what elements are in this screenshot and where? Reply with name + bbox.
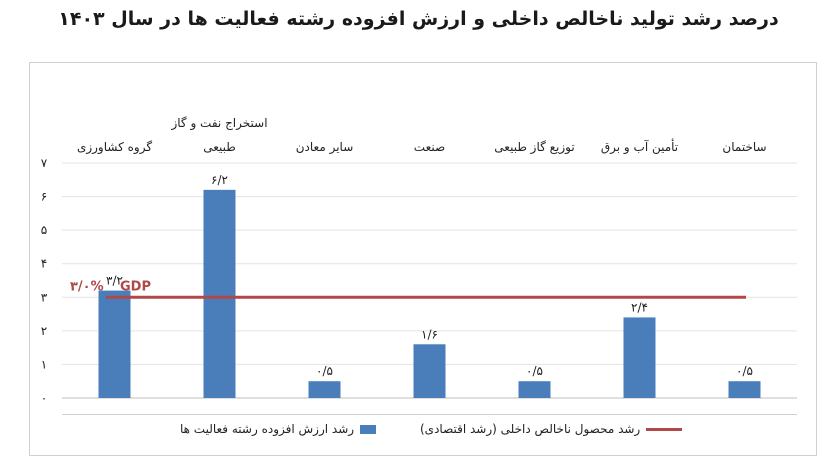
bar: [98, 290, 131, 398]
bar: [518, 381, 551, 398]
data-label: ۰/۵: [316, 364, 333, 378]
data-label: ۰/۵: [736, 364, 753, 378]
data-label: ۳/۲: [106, 274, 123, 288]
legend-item-value-added: رشد ارزش افزوده رشته فعالیت ها: [180, 422, 377, 436]
y-tick-label: ۲: [41, 324, 47, 338]
data-label: ۶/۲: [211, 173, 228, 187]
legend-swatch-value-added: [360, 424, 377, 434]
category-label: سایر معادن: [296, 140, 354, 155]
legend-swatch-gdp: [646, 427, 683, 431]
y-tick-label: ۷: [41, 156, 48, 170]
y-tick-label: ۳: [41, 290, 48, 304]
legend-divider: [62, 414, 797, 415]
bar: [413, 344, 446, 398]
gdp-reference-value: ۳/۰%: [70, 279, 104, 294]
legend-label-gdp: رشد محصول ناخالص داخلی (رشد اقتصادی): [420, 422, 641, 436]
y-tick-label: ۵: [41, 223, 47, 237]
bar: [728, 381, 761, 398]
data-label: ۱/۶: [421, 327, 438, 341]
bar: [203, 189, 236, 398]
category-label: طبیعی: [203, 140, 236, 154]
y-tick-label: ۴: [41, 257, 47, 271]
chart-frame: [29, 62, 817, 456]
chart-title: درصد رشد تولید ناخالص داخلی و ارزش افزود…: [58, 8, 779, 30]
bar: [623, 317, 656, 398]
gdp-reference-text: GDP: [120, 279, 151, 294]
category-label: استخراج نفت و گاز: [170, 116, 267, 131]
bar: [308, 381, 341, 398]
data-label: ۰/۵: [526, 364, 543, 378]
y-tick-label: ۶: [41, 190, 47, 204]
category-label: تأمین آب و برق: [601, 138, 678, 155]
y-tick-label: ۰: [41, 391, 47, 405]
legend-label-value-added: رشد ارزش افزوده رشته فعالیت ها: [180, 422, 355, 436]
legend-item-gdp: رشد محصول ناخالص داخلی (رشد اقتصادی): [420, 422, 683, 436]
category-label: صنعت: [414, 140, 445, 154]
y-tick-label: ۱: [41, 357, 47, 371]
category-label: توزیع گاز طبیعی: [494, 140, 574, 155]
data-label: ۲/۴: [631, 300, 648, 314]
category-label: گروه کشاورزی: [77, 140, 152, 155]
category-label: ساختمان: [722, 140, 766, 154]
